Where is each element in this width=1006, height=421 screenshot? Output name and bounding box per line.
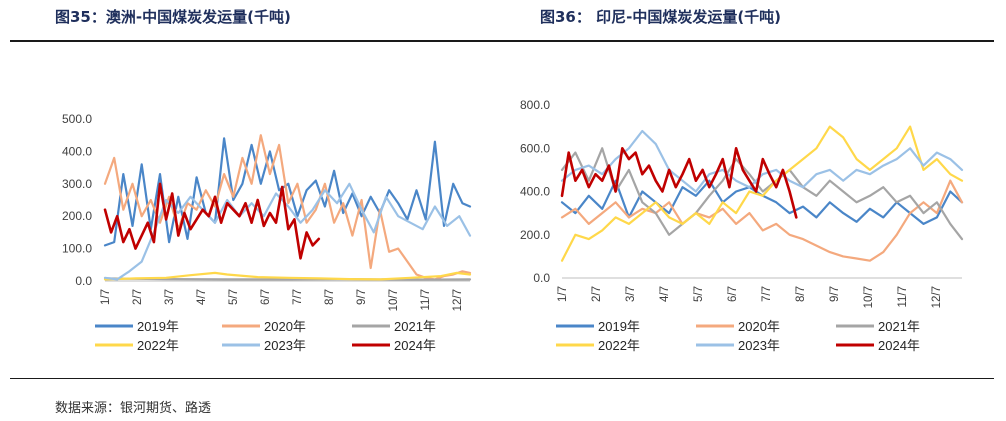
id-x-tick-label: 9/7 — [829, 286, 841, 302]
data-source-note: 数据来源：银河期货、路透 — [55, 401, 212, 416]
figure-36-title: 图36： 印尼-中国煤炭发运量(千吨) — [540, 8, 782, 26]
id-x-tick-label: 6/7 — [727, 286, 739, 302]
id-x-tick-label: 12/7 — [931, 286, 943, 308]
au-series-line — [103, 182, 472, 281]
id-x-tick-label: 4/7 — [659, 286, 671, 302]
id-y-tick-label: 800.0 — [520, 98, 550, 112]
id-series-line — [560, 129, 964, 193]
id-x-tick-label: 11/7 — [897, 286, 909, 308]
id-x-tick-label: 10/7 — [863, 286, 875, 308]
au-series-line — [103, 134, 472, 281]
id-y-tick-label: 400.0 — [520, 185, 550, 199]
top-divider — [10, 40, 994, 42]
au-x-tick-label: 11/7 — [420, 289, 432, 311]
au-x-tick-label: 8/7 — [324, 289, 336, 305]
au-x-tick-label: 10/7 — [388, 289, 400, 311]
id-y-tick-label: 600.0 — [520, 141, 550, 155]
id-legend-label: 2019年 — [598, 319, 640, 334]
id-y-tick-label: 0.0 — [533, 271, 550, 285]
au-x-tick-label: 6/7 — [260, 289, 272, 305]
id-legend-label: 2023年 — [738, 338, 780, 353]
id-x-tick-label: 8/7 — [795, 286, 807, 302]
id-x-tick-label: 1/7 — [557, 286, 569, 302]
au-series-line — [103, 277, 472, 281]
id-legend-label: 2022年 — [598, 338, 640, 353]
id-legend-label: 2024年 — [878, 338, 920, 353]
au-legend-label: 2022年 — [137, 338, 179, 353]
id-x-tick-label: 3/7 — [625, 286, 637, 302]
id-series-line — [560, 179, 964, 225]
au-x-tick-label: 5/7 — [228, 289, 240, 305]
au-x-tick-label: 4/7 — [196, 289, 208, 305]
au-y-tick-label: 400.0 — [62, 144, 92, 158]
au-series-line — [103, 182, 321, 260]
au-legend-label: 2021年 — [394, 319, 436, 334]
au-series-line — [103, 271, 472, 281]
au-y-tick-label: 500.0 — [62, 112, 92, 126]
id-x-tick-label: 2/7 — [591, 286, 603, 302]
au-x-tick-label: 9/7 — [356, 289, 368, 305]
id-y-tick-label: 200.0 — [520, 228, 550, 242]
au-x-tick-label: 1/7 — [100, 289, 112, 305]
au-y-tick-label: 200.0 — [62, 209, 92, 223]
au-legend-label: 2020年 — [264, 319, 306, 334]
au-y-tick-label: 300.0 — [62, 177, 92, 191]
id-series-line — [560, 147, 798, 219]
au-legend-label: 2024年 — [394, 338, 436, 353]
au-legend-label: 2023年 — [264, 338, 306, 353]
id-x-tick-label: 7/7 — [761, 286, 773, 302]
id-series-line — [560, 125, 964, 262]
au-y-tick-label: 100.0 — [62, 242, 92, 256]
id-legend-label: 2021年 — [878, 319, 920, 334]
figure-35-title: 图35：澳洲-中国煤炭发运量(千吨) — [55, 8, 291, 26]
id-x-tick-label: 5/7 — [693, 286, 705, 302]
au-x-tick-label: 12/7 — [452, 289, 464, 311]
au-legend-label: 2019年 — [137, 319, 179, 334]
au-y-tick-label: 0.0 — [75, 274, 92, 288]
id-legend-label: 2020年 — [738, 319, 780, 334]
id-series-line — [560, 179, 964, 262]
au-x-tick-label: 3/7 — [164, 289, 176, 305]
au-x-tick-label: 2/7 — [132, 289, 144, 305]
au-x-tick-label: 7/7 — [292, 289, 304, 305]
id-series-line — [560, 147, 964, 241]
bottom-divider — [10, 378, 994, 379]
